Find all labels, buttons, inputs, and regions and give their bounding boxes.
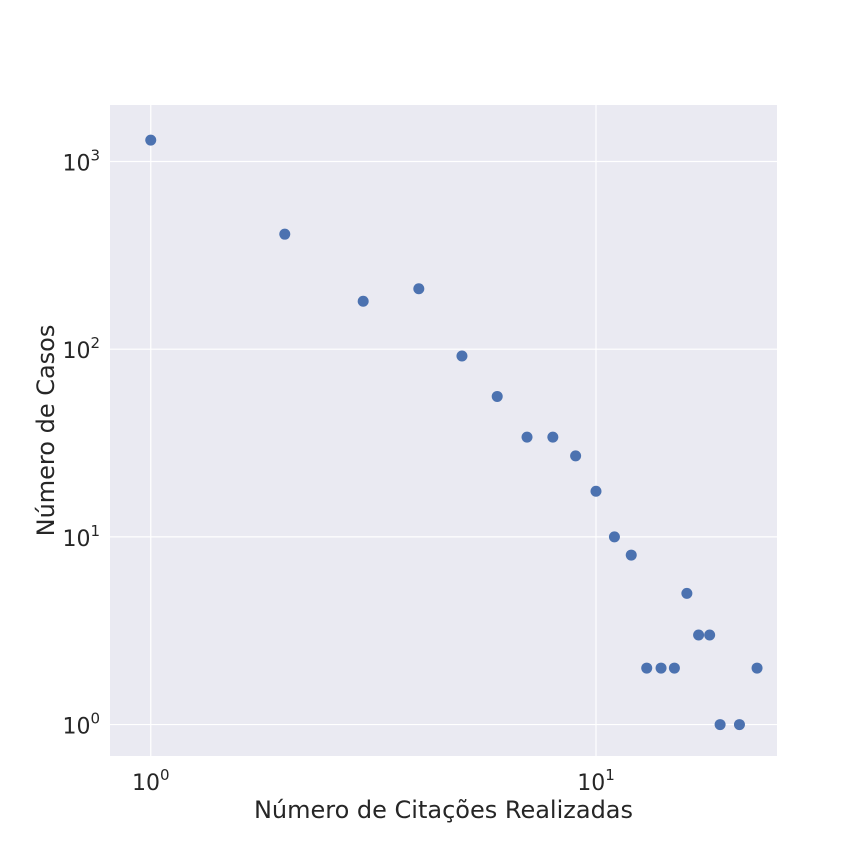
data-point [693,629,705,641]
x-tick-label: 100 [132,766,170,796]
data-point [704,629,716,641]
grid-lines [110,105,777,756]
y-tick-label-exponent: 3 [90,146,100,164]
y-tick-label-base: 10 [62,151,90,176]
data-point [608,531,620,543]
y-tick-label-base: 10 [62,527,90,552]
x-tick-label: 101 [577,766,615,796]
y-tick-label-base: 10 [62,715,90,740]
data-point [279,228,291,240]
data-point [751,662,763,674]
y-tick-label: 103 [62,146,100,176]
data-point [655,662,667,674]
y-axis-label: Número de Casos [32,325,60,537]
x-tick-label-base: 10 [577,771,605,796]
data-point [547,431,559,443]
data-point [456,350,468,362]
y-tick-label-exponent: 1 [90,522,100,540]
plot-area [110,105,777,756]
data-point [145,134,157,146]
data-point [570,450,582,462]
y-tick-label-exponent: 2 [90,334,100,352]
data-point [733,719,745,731]
x-axis-label: Número de Citações Realizadas [254,796,633,824]
data-point [491,390,503,402]
x-axis-ticks: 100 101 [132,766,615,796]
data-point [681,587,693,599]
data-point [625,549,637,561]
x-tick-label-base: 10 [132,771,160,796]
y-tick-label: 102 [62,334,100,364]
data-points [145,134,763,731]
y-tick-label: 101 [62,522,100,552]
data-point [521,431,533,443]
x-tick-label-exponent: 1 [605,766,615,784]
y-tick-label-base: 10 [62,339,90,364]
data-point [590,485,602,497]
x-tick-label-exponent: 0 [160,766,170,784]
data-point [413,283,425,295]
data-point [714,719,726,731]
y-tick-label: 100 [62,710,100,740]
data-point [641,662,653,674]
data-point [668,662,680,674]
y-tick-label-exponent: 0 [90,710,100,728]
data-point [357,295,369,307]
